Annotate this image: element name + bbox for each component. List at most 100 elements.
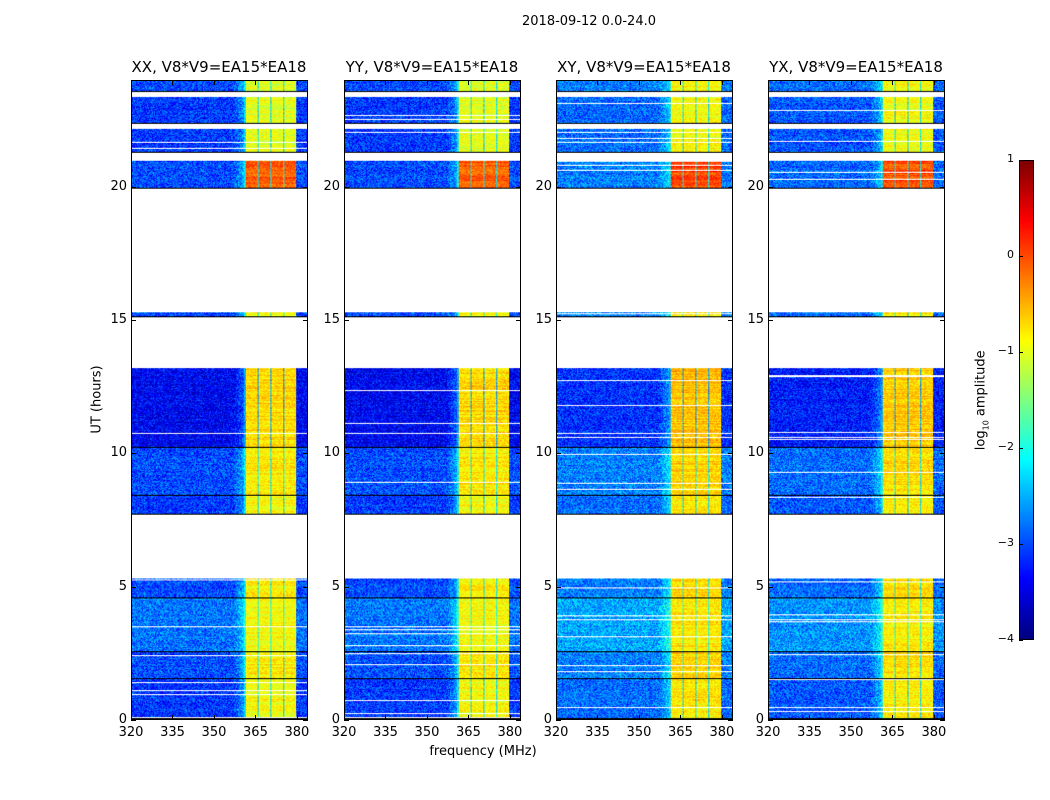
y-tick-mark-right bbox=[940, 720, 945, 721]
y-tick-label: 15 bbox=[323, 312, 340, 327]
y-tick-mark bbox=[768, 453, 773, 455]
x-tick-mark-top bbox=[638, 80, 640, 85]
x-tick-mark-top bbox=[296, 80, 298, 85]
y-tick-label: 20 bbox=[323, 178, 340, 194]
x-tick-mark bbox=[468, 715, 470, 720]
y-tick-mark-right bbox=[728, 453, 733, 455]
heatmap-canvas bbox=[557, 81, 732, 719]
x-tick-mark-top bbox=[556, 80, 557, 85]
y-tick-label: 20 bbox=[535, 178, 552, 194]
y-tick-label: 0 bbox=[118, 712, 127, 727]
x-tick-label: 320 bbox=[331, 725, 357, 740]
x-tick-label: 335 bbox=[585, 725, 610, 740]
y-tick-mark-right bbox=[728, 320, 733, 321]
y-tick-label: 5 bbox=[331, 578, 340, 594]
x-tick-mark-top bbox=[850, 80, 852, 85]
y-tick-label: 0 bbox=[331, 712, 340, 727]
x-tick-mark-top bbox=[344, 80, 345, 85]
y-tick-label: 10 bbox=[535, 445, 552, 461]
x-tick-label: 335 bbox=[373, 725, 398, 740]
x-tick-mark bbox=[172, 715, 174, 720]
x-tick-mark bbox=[509, 715, 511, 720]
y-tick-mark-right bbox=[728, 186, 733, 188]
x-tick-label: 335 bbox=[160, 725, 185, 740]
heatmap-panel bbox=[556, 80, 733, 720]
y-tick-label: 10 bbox=[323, 445, 340, 461]
y-tick-mark bbox=[768, 720, 773, 721]
y-tick-label: 0 bbox=[755, 712, 764, 727]
x-tick-label: 365 bbox=[880, 725, 905, 740]
colorbar-tick-label: −3 bbox=[997, 536, 1014, 549]
y-tick-label: 5 bbox=[543, 578, 552, 594]
x-tick-label: 380 bbox=[497, 725, 523, 740]
x-tick-mark-top bbox=[468, 80, 470, 85]
heatmap-panel bbox=[344, 80, 521, 720]
y-tick-mark bbox=[131, 720, 136, 721]
y-tick-mark bbox=[344, 186, 349, 188]
x-tick-mark-top bbox=[509, 80, 511, 85]
y-tick-mark bbox=[131, 186, 136, 188]
x-tick-label: 380 bbox=[921, 725, 947, 740]
x-tick-mark-top bbox=[768, 80, 769, 85]
x-tick-mark bbox=[426, 715, 428, 720]
x-tick-label: 350 bbox=[414, 725, 440, 740]
x-tick-label: 350 bbox=[838, 725, 864, 740]
x-tick-mark-top bbox=[385, 80, 387, 85]
x-tick-mark-top bbox=[597, 80, 599, 85]
y-tick-label: 0 bbox=[543, 712, 552, 727]
x-tick-mark-top bbox=[131, 80, 132, 85]
y-tick-mark-right bbox=[516, 720, 521, 721]
y-tick-mark-right bbox=[940, 453, 945, 455]
x-tick-mark bbox=[892, 715, 894, 720]
x-tick-mark bbox=[638, 715, 640, 720]
y-tick-mark bbox=[768, 186, 773, 188]
x-tick-mark bbox=[344, 715, 345, 720]
x-tick-mark bbox=[385, 715, 387, 720]
y-tick-mark bbox=[556, 720, 561, 721]
x-tick-mark-top bbox=[892, 80, 894, 85]
colorbar-label-rest: amplitude bbox=[973, 350, 989, 421]
y-tick-mark bbox=[131, 453, 136, 455]
x-tick-label: 365 bbox=[456, 725, 481, 740]
x-tick-mark bbox=[556, 715, 557, 720]
y-tick-mark bbox=[344, 320, 349, 321]
y-tick-label: 20 bbox=[747, 178, 764, 194]
x-tick-mark bbox=[213, 715, 215, 720]
y-tick-mark-right bbox=[516, 453, 521, 455]
panel-title: XY, V8*V9=EA15*EA18 bbox=[557, 58, 731, 76]
x-tick-mark-top bbox=[172, 80, 174, 85]
colorbar-tick-label: −1 bbox=[997, 344, 1014, 357]
colorbar bbox=[1019, 160, 1034, 640]
x-tick-label: 380 bbox=[709, 725, 735, 740]
x-tick-mark-top bbox=[213, 80, 215, 85]
y-tick-mark bbox=[131, 586, 136, 588]
heatmap-canvas bbox=[769, 81, 944, 719]
x-tick-label: 350 bbox=[201, 725, 227, 740]
x-tick-mark-top bbox=[426, 80, 428, 85]
x-tick-mark-top bbox=[680, 80, 682, 85]
y-axis-label: UT (hours) bbox=[89, 365, 105, 434]
x-tick-label: 350 bbox=[626, 725, 652, 740]
panel-title: YX, V8*V9=EA15*EA18 bbox=[769, 58, 943, 76]
y-tick-mark-right bbox=[303, 320, 308, 321]
colorbar-tick-mark bbox=[1019, 640, 1023, 641]
x-tick-mark-top bbox=[809, 80, 811, 85]
x-tick-mark-top bbox=[933, 80, 935, 85]
y-tick-label: 5 bbox=[755, 578, 764, 594]
y-tick-mark bbox=[556, 453, 561, 455]
colorbar-tick-label: −4 bbox=[997, 632, 1014, 645]
heatmap-canvas bbox=[132, 81, 307, 719]
y-tick-label: 15 bbox=[535, 312, 552, 327]
y-tick-mark-right bbox=[940, 186, 945, 188]
x-tick-mark-top bbox=[255, 80, 257, 85]
panel-title: YY, V8*V9=EA15*EA18 bbox=[345, 58, 519, 76]
y-tick-mark-right bbox=[303, 586, 308, 588]
y-tick-mark bbox=[768, 320, 773, 321]
y-tick-mark bbox=[131, 320, 136, 321]
x-tick-mark bbox=[850, 715, 852, 720]
heatmap-canvas bbox=[345, 81, 520, 719]
x-tick-mark bbox=[721, 715, 723, 720]
colorbar-tick-mark bbox=[1019, 448, 1023, 449]
x-tick-mark bbox=[597, 715, 599, 720]
